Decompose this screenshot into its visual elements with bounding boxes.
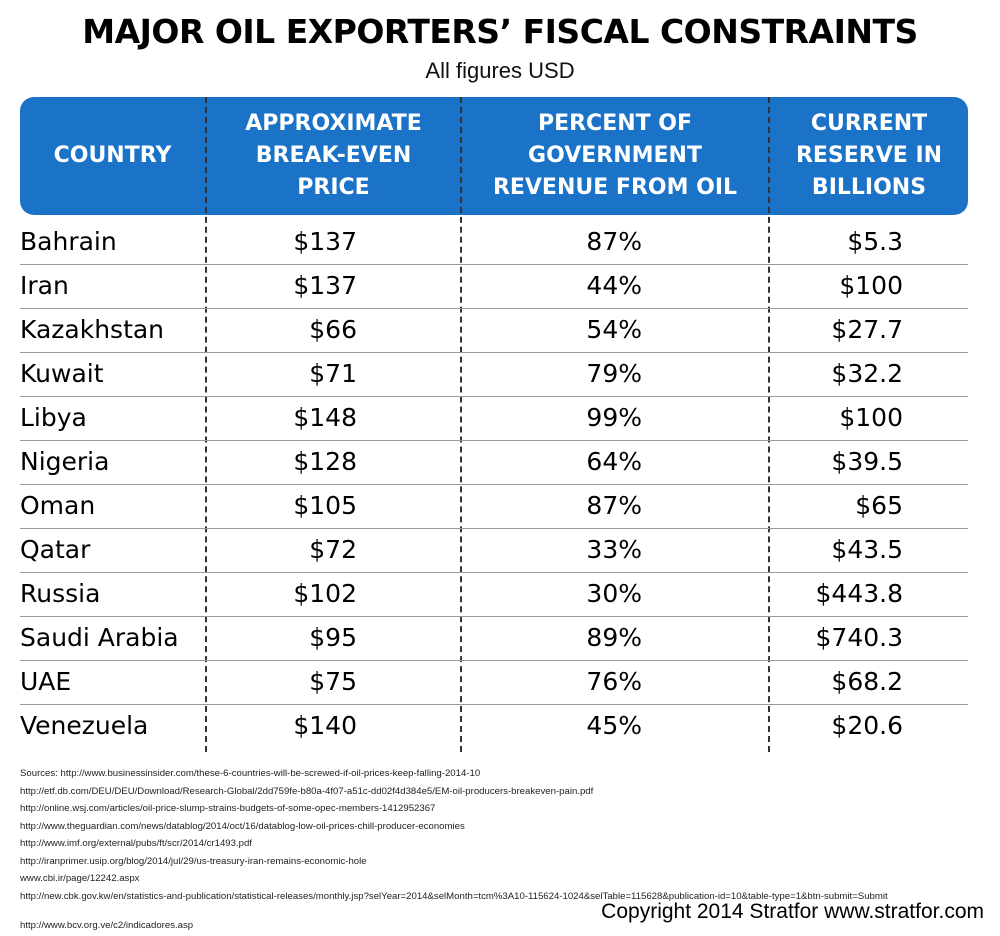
break-even-price-cell: $66 xyxy=(309,315,357,344)
sources-list: Sources: http://www.businessinsider.com/… xyxy=(20,765,980,934)
reserve-cell: $20.6 xyxy=(831,711,903,740)
percent-revenue-cell: 87% xyxy=(586,491,642,520)
header-break-even-price: APPROXIMATE BREAK-EVEN PRICE xyxy=(245,111,422,200)
row-divider xyxy=(20,440,968,441)
header-country: COUNTRY xyxy=(53,143,172,168)
row-divider xyxy=(20,660,968,661)
row-divider xyxy=(20,352,968,353)
break-even-price-cell: $71 xyxy=(309,359,357,388)
header-current-reserve: CURRENT RESERVE IN BILLIONS xyxy=(795,111,943,200)
country-cell: Kazakhstan xyxy=(20,315,165,344)
break-even-price-cell: $95 xyxy=(309,623,357,652)
country-cell: Libya xyxy=(20,403,87,432)
reserve-cell: $65 xyxy=(855,491,903,520)
row-divider xyxy=(20,308,968,309)
country-cell: Iran xyxy=(20,271,69,300)
break-even-price-cell: $128 xyxy=(293,447,357,476)
country-cell: Oman xyxy=(20,491,96,520)
column-divider-1 xyxy=(205,97,207,752)
break-even-price-cell: $137 xyxy=(293,271,357,300)
reserve-cell: $740.3 xyxy=(815,623,903,652)
country-cell: Venezuela xyxy=(20,711,149,740)
country-cell: Kuwait xyxy=(20,359,104,388)
header-percent-revenue: PERCENT OF GOVERNMENT REVENUE FROM OIL xyxy=(492,111,738,200)
source-line[interactable]: http://www.imf.org/external/pubs/ft/scr/… xyxy=(20,838,252,849)
column-divider-3 xyxy=(768,97,770,752)
percent-revenue-cell: 30% xyxy=(586,579,642,608)
break-even-price-cell: $75 xyxy=(309,667,357,696)
country-cell: Saudi Arabia xyxy=(20,623,179,652)
percent-revenue-cell: 89% xyxy=(586,623,642,652)
row-divider xyxy=(20,484,968,485)
reserve-cell: $68.2 xyxy=(831,667,903,696)
chart-subtitle: All figures USD xyxy=(425,58,575,83)
country-cell: UAE xyxy=(20,667,72,696)
country-cell: Russia xyxy=(20,579,101,608)
source-line[interactable]: http://online.wsj.com/articles/oil-price… xyxy=(20,803,436,814)
country-cell: Bahrain xyxy=(20,227,117,256)
reserve-cell: $100 xyxy=(839,403,903,432)
percent-revenue-cell: 44% xyxy=(586,271,642,300)
row-divider xyxy=(20,264,968,265)
percent-revenue-cell: 64% xyxy=(586,447,642,476)
percent-revenue-cell: 45% xyxy=(586,711,642,740)
percent-revenue-cell: 87% xyxy=(586,227,642,256)
source-line[interactable]: http://www.theguardian.com/news/datablog… xyxy=(20,820,465,832)
percent-revenue-cell: 54% xyxy=(586,315,642,344)
row-divider xyxy=(20,704,968,705)
break-even-price-cell: $148 xyxy=(293,403,357,432)
table-header: COUNTRY APPROXIMATE BREAK-EVEN PRICE PER… xyxy=(20,97,968,215)
row-divider xyxy=(20,616,968,617)
break-even-price-cell: $105 xyxy=(293,491,357,520)
source-line[interactable]: http://new.cbk.gov.kw/en/statistics-and-… xyxy=(20,890,888,902)
row-divider xyxy=(20,528,968,529)
reserve-cell: $32.2 xyxy=(831,359,903,388)
source-line[interactable]: http://etf.db.com/DEU/DEU/Download/Resea… xyxy=(20,785,594,797)
source-line: Sources: http://www.businessinsider.com/… xyxy=(20,768,481,779)
chart-title: MAJOR OIL EXPORTERS’ FISCAL CONSTRAINTS xyxy=(82,12,918,51)
row-divider xyxy=(20,572,968,573)
source-line[interactable]: www.cbi.ir/page/12242.aspx xyxy=(20,873,140,884)
source-line[interactable]: http://www.bcv.org.ve/c2/indicadores.asp xyxy=(20,919,194,931)
reserve-cell: $39.5 xyxy=(831,447,903,476)
percent-revenue-cell: 99% xyxy=(586,403,642,432)
break-even-price-cell: $137 xyxy=(293,227,357,256)
source-line[interactable]: http://iranprimer.usip.org/blog/2014/jul… xyxy=(20,855,367,867)
reserve-cell: $5.3 xyxy=(847,227,903,256)
percent-revenue-cell: 79% xyxy=(586,359,642,388)
country-cell: Nigeria xyxy=(20,447,110,476)
reserve-cell: $43.5 xyxy=(831,535,903,564)
row-divider xyxy=(20,396,968,397)
reserve-cell: $443.8 xyxy=(815,579,903,608)
copyright-notice: Copyright 2014 Stratfor www.stratfor.com xyxy=(601,900,984,923)
break-even-price-cell: $72 xyxy=(309,535,357,564)
reserve-cell: $27.7 xyxy=(831,315,903,344)
country-cell: Qatar xyxy=(20,535,91,564)
reserve-cell: $100 xyxy=(839,271,903,300)
percent-revenue-cell: 33% xyxy=(586,535,642,564)
percent-revenue-cell: 76% xyxy=(586,667,642,696)
break-even-price-cell: $140 xyxy=(293,711,357,740)
break-even-price-cell: $102 xyxy=(293,579,357,608)
column-divider-2 xyxy=(460,97,462,752)
